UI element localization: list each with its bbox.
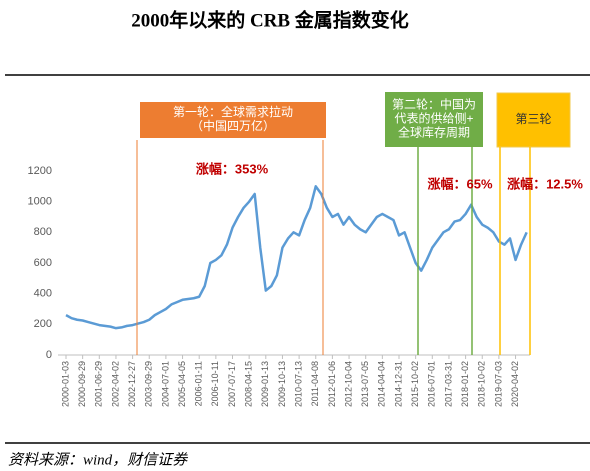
y-tick-label: 200 [34,318,52,330]
x-tick-label: 2006-01-11 [194,361,204,406]
x-tick-label: 2016-07-01 [427,361,437,407]
y-tick-label: 0 [46,349,52,361]
y-tick-label: 1200 [28,165,52,177]
x-tick-label: 2018-10-02 [477,361,487,407]
round-box [496,92,571,148]
x-tick-label: 2000-09-29 [77,361,87,407]
x-tick-label: 2018-01-02 [460,361,470,407]
x-tick-label: 2006-10-11 [210,361,220,406]
x-tick-label: 2013-07-05 [360,361,370,407]
round-change: 涨幅：65% [426,176,492,191]
chart-title: 2000年以来的 CRB 金属指数变化 [131,8,409,31]
x-tick-label: 2005-04-05 [177,361,187,407]
x-tick-label: 2008-04-15 [244,361,254,407]
x-tick-label: 2009-01-13 [260,361,270,407]
round-box [140,102,326,138]
round-change: 涨幅：353% [195,161,269,176]
round-label: 第一轮：全球需求拉动 [173,104,293,119]
source: 资料来源：wind，财信证券 [8,451,188,468]
line [65,185,528,330]
round-label: 第三轮 [515,112,551,126]
x-tick-label: 2017-03-31 [443,361,453,407]
round-label: 第二轮：中国为 [392,97,476,112]
x-tick-label: 2002-12-27 [127,361,137,407]
x-tick-label: 2012-10-04 [343,361,353,407]
x-tick-label: 2014-04-04 [377,361,387,407]
round-change: 涨幅：12.5% [506,176,583,191]
y-tick-label: 800 [34,226,52,238]
round-label: （中国四万亿） [191,118,275,133]
x-tick-label: 2012-01-06 [327,361,337,407]
x-tick-label: 2011-04-08 [310,361,320,406]
x-tick-label: 2015-10-02 [410,361,420,407]
x-tick-label: 2001-06-29 [94,361,104,407]
y-tick-label: 1000 [28,196,52,208]
x-tick-label: 2002-04-02 [110,361,120,407]
round-label: 代表的供给侧+ [394,111,473,126]
x-tick-label: 2000-01-03 [60,361,70,407]
x-tick-label: 2020-04-02 [510,361,520,407]
x-tick-label: 2010-07-13 [293,361,303,407]
y-tick-label: 400 [34,288,52,300]
x-tick-label: 2003-09-29 [144,361,154,407]
x-tick-label: 2009-10-13 [277,361,287,407]
round-label: 全球库存周期 [398,125,470,140]
y-tick-label: 600 [34,257,52,269]
x-tick-label: 2004-07-01 [160,361,170,407]
x-tick-label: 2007-07-17 [227,361,237,407]
x-tick-label: 2014-12-31 [393,361,403,407]
x-tick-label: 2019-07-03 [493,361,503,407]
round-box [385,92,483,147]
